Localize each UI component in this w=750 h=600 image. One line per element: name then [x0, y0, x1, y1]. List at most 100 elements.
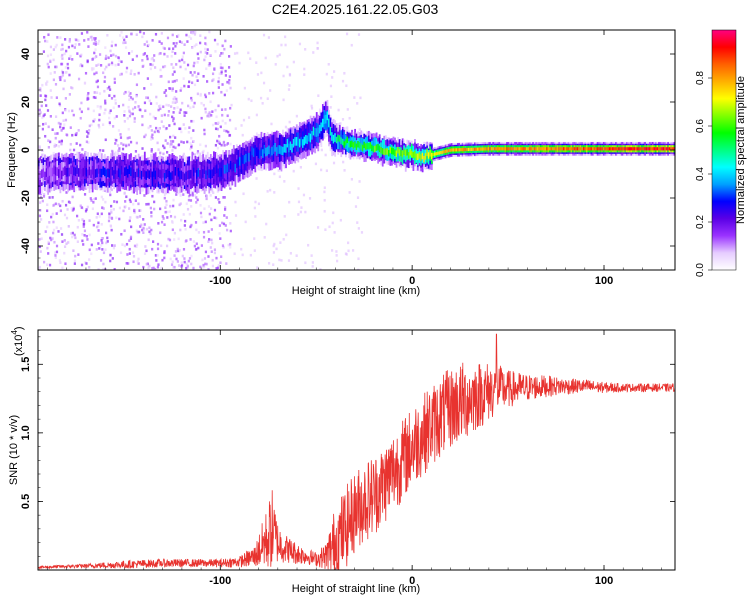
spectrogram-noise-cell — [314, 162, 318, 166]
spectrogram-noise-cell — [328, 225, 331, 229]
spectrogram-noise-cell — [153, 130, 156, 134]
spectrogram-noise-cell — [160, 42, 163, 45]
spectrogram-ridge-cell — [41, 169, 43, 179]
spectrogram-noise-cell — [283, 215, 286, 218]
spectrogram-noise-cell — [178, 127, 181, 131]
spectrogram-ridge-cell — [450, 148, 453, 152]
spectrogram-noise-cell — [49, 236, 52, 240]
spectrogram-noise-cell — [135, 83, 139, 87]
spectrogram-ridge-cell — [371, 144, 373, 152]
spectrogram-ridge-cell — [352, 142, 355, 149]
spectrogram-ridge-cell — [526, 147, 528, 151]
spectrogram-ridge-cell — [137, 168, 140, 177]
spectrogram-noise-cell — [53, 145, 56, 148]
spectrogram-noise-cell — [255, 177, 258, 180]
spectrogram-x-label: Height of straight line (km) — [292, 285, 420, 297]
spectrogram-ridge-cell — [122, 161, 125, 181]
spectrogram-noise-cell — [42, 122, 45, 126]
spectrogram-ridge-cell — [378, 145, 381, 153]
spectrogram-noise-cell — [64, 97, 67, 100]
spectrogram-noise-cell — [196, 92, 199, 96]
spectrogram-noise-cell — [38, 265, 42, 269]
spectrogram-noise-cell — [52, 228, 56, 232]
spectrogram-noise-cell — [114, 142, 117, 145]
spectrogram-noise-cell — [316, 47, 319, 50]
spectrogram-noise-cell — [223, 196, 226, 199]
spectrogram-noise-cell — [220, 108, 224, 112]
colorbar-tick-label: 0.8 — [695, 71, 706, 85]
spectrogram-noise-cell — [156, 247, 160, 251]
spectrogram-ridge-cell — [579, 147, 582, 151]
spectrogram-noise-cell — [68, 38, 71, 41]
spectrogram-ridge-cell — [257, 149, 260, 159]
spectrogram-noise-cell — [106, 87, 109, 90]
spectrogram-noise-cell — [224, 206, 227, 209]
spectrogram-noise-cell — [193, 244, 196, 248]
spectrogram-noise-cell — [113, 81, 116, 84]
spectrogram-ridge-cell — [311, 131, 314, 140]
spectrogram-noise-cell — [192, 266, 195, 270]
spectrogram-noise-cell — [87, 38, 90, 41]
spectrogram-ridge-cell — [673, 147, 675, 151]
spectrogram-noise-cell — [145, 96, 148, 99]
spectrogram-noise-cell — [128, 136, 131, 139]
spectrogram-noise-cell — [128, 198, 132, 202]
spectrogram-noise-cell — [190, 136, 193, 140]
spectrogram-noise-cell — [227, 66, 231, 69]
spectrogram-noise-cell — [77, 39, 80, 42]
spectrogram-noise-cell — [104, 108, 107, 112]
spectrogram-noise-cell — [150, 267, 154, 270]
spectrogram-ridge-cell — [570, 147, 573, 151]
spectrogram-noise-cell — [209, 207, 213, 210]
spectrogram-ridge-cell — [151, 171, 154, 181]
spectrogram-noise-cell — [222, 222, 226, 226]
spectrogram-noise-cell — [273, 172, 276, 176]
spectrogram-ridge-cell — [77, 168, 80, 177]
spectrogram-noise-cell — [44, 94, 47, 98]
spectrogram-ridge-cell — [432, 152, 435, 157]
spectrogram-ridge-cell — [659, 147, 662, 151]
spectrogram-noise-cell — [94, 40, 97, 44]
spectrogram-noise-cell — [147, 43, 150, 47]
spectrogram-ridge-cell — [314, 128, 317, 137]
snr-frame — [37, 329, 676, 571]
spectrogram-ridge-cell — [130, 167, 132, 177]
spectrogram-noise-cell — [164, 210, 167, 214]
spectrogram-noise-cell — [287, 88, 291, 91]
spectrogram-ridge-cell — [354, 141, 356, 148]
spectrogram-noise-cell — [85, 208, 88, 211]
spectrogram-ridge-cell — [156, 167, 158, 187]
spectrogram-noise-cell — [149, 63, 152, 66]
spectrogram-ridge-cell — [618, 147, 621, 151]
spectrogram-noise-cell — [68, 93, 71, 96]
spectrogram-ridge-cell — [547, 147, 550, 151]
spectrogram-noise-cell — [181, 58, 184, 62]
spectrogram-ridge-cell — [478, 147, 481, 151]
spectrogram-noise-cell — [331, 76, 334, 79]
spectrogram-noise-cell — [195, 75, 198, 79]
spectrogram-noise-cell — [64, 66, 67, 69]
spectrogram-noise-cell — [123, 92, 126, 96]
spectrogram-noise-cell — [174, 146, 177, 150]
spectrogram-noise-cell — [170, 54, 173, 58]
spectrogram-noise-cell — [125, 35, 128, 38]
spectrogram-noise-cell — [143, 194, 146, 197]
spectrogram-noise-cell — [131, 58, 134, 61]
spectrogram-ridge-cell — [338, 135, 341, 142]
spectrogram-x-ticks: -100 0 100 — [47, 30, 662, 287]
spectrogram-noise-cell — [71, 58, 74, 61]
spectrogram-ridge-cell — [466, 147, 469, 152]
spectrogram-noise-cell — [49, 60, 52, 63]
spectrogram-noise-cell — [139, 209, 142, 212]
spectrogram-noise-cell — [279, 241, 282, 244]
spectrogram-ridge-cell — [240, 156, 243, 166]
spectrogram-noise-cell — [146, 96, 150, 100]
y-tick-label: 20 — [20, 96, 32, 108]
spectrogram-ridge-cell — [612, 147, 614, 151]
spectrogram-noise-cell — [219, 237, 222, 240]
spectrogram-ridge-cell — [298, 138, 301, 148]
spectrogram-noise-cell — [48, 263, 52, 267]
spectrogram-noise-cell — [142, 218, 145, 221]
spectrogram-noise-cell — [97, 123, 100, 127]
spectrogram-noise-cell — [341, 79, 345, 83]
